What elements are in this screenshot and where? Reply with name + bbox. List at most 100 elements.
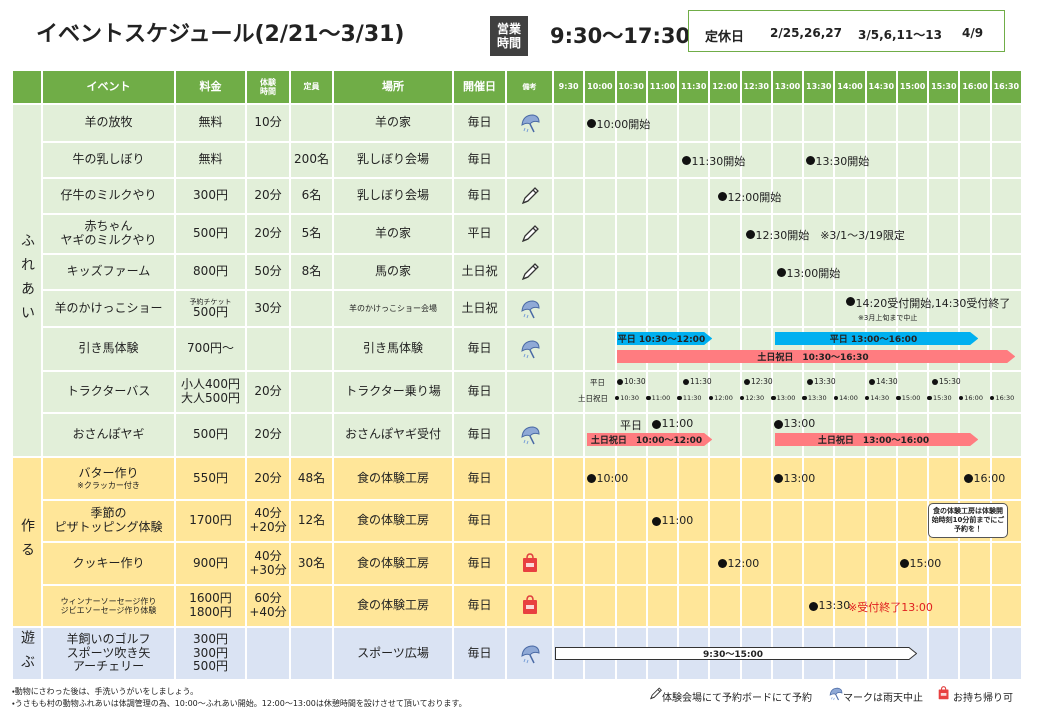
icon-part bbox=[650, 689, 661, 700]
cell-line: 300円 bbox=[193, 645, 228, 660]
closed-date: 4/9 bbox=[962, 26, 984, 40]
time-header: 11:30 bbox=[678, 70, 710, 104]
time-cell bbox=[553, 290, 585, 327]
schedule-dot bbox=[651, 516, 661, 526]
schedule-time: 10:30 bbox=[624, 377, 646, 387]
cell-line: 開催日 bbox=[463, 79, 496, 93]
column-header: 体験 時間 bbox=[246, 70, 290, 104]
time-cell bbox=[553, 104, 585, 142]
schedule-dot bbox=[745, 229, 755, 239]
schedule-dot bbox=[771, 395, 776, 401]
cell-event: 引き馬体験 bbox=[42, 327, 175, 371]
cell-fee: 900円 bbox=[175, 542, 246, 585]
cell-line: ※クラッカー付き bbox=[77, 480, 140, 490]
cell-place: 引き馬体験 bbox=[333, 327, 453, 371]
timetable-label: 平日 bbox=[590, 378, 605, 387]
hours-label-box: 営業 時間 bbox=[490, 16, 528, 56]
schedule-dot bbox=[805, 155, 815, 165]
cell-days: 毎日 bbox=[453, 142, 506, 178]
cell-event: キッズファーム bbox=[42, 254, 175, 290]
time-cell bbox=[553, 327, 585, 371]
schedule-dot bbox=[683, 379, 689, 385]
time-cell bbox=[709, 413, 741, 457]
cell-days: 毎日 bbox=[453, 104, 506, 142]
cell-line: 40分 bbox=[254, 506, 282, 521]
schedule-dot bbox=[864, 395, 870, 401]
time-cell bbox=[896, 371, 929, 413]
time-cell bbox=[959, 371, 991, 413]
time-cell bbox=[709, 500, 741, 542]
schedule-time: 14:20受付開始,14:30受付終了 bbox=[855, 296, 1011, 310]
section-label: 作る bbox=[12, 457, 42, 627]
icon-part bbox=[521, 225, 539, 243]
schedule-time: 15:00 bbox=[909, 556, 942, 570]
cell-capacity bbox=[290, 104, 333, 142]
icon-part bbox=[526, 595, 534, 601]
cell-fee: 無料 bbox=[175, 142, 246, 178]
schedule-time: 13:30開始 bbox=[815, 155, 870, 169]
cell-duration: 60分 +40分 bbox=[246, 585, 290, 627]
cell-duration: 20分 bbox=[246, 371, 290, 413]
time-header: 14:30 bbox=[865, 70, 897, 104]
cell-event: トラクターバス bbox=[42, 371, 175, 413]
time-cell bbox=[553, 214, 585, 254]
cell-fee: 1600円 1800円 bbox=[175, 585, 246, 627]
schedule-dot bbox=[808, 601, 818, 611]
note-icon bbox=[522, 595, 538, 615]
schedule-dot bbox=[869, 379, 875, 385]
time-cell bbox=[896, 500, 929, 542]
cell-duration: 20分 bbox=[246, 457, 290, 500]
schedule-time: 10:30 bbox=[620, 393, 640, 402]
bar-shape bbox=[617, 332, 712, 345]
icon-part bbox=[521, 187, 539, 205]
column-header: イベント bbox=[42, 70, 175, 104]
cell-line: 赤ちゃん bbox=[84, 219, 133, 234]
note-icon bbox=[519, 112, 541, 134]
time-cell bbox=[615, 214, 647, 254]
time-cell bbox=[771, 178, 804, 214]
icon-part bbox=[529, 309, 535, 318]
icon-part bbox=[522, 265, 537, 280]
time-cell bbox=[865, 457, 897, 500]
schedule-time: 12:30開始 ※3/1～3/19限定 bbox=[755, 229, 905, 243]
time-cell bbox=[896, 457, 929, 500]
time-cell bbox=[771, 371, 804, 413]
schedule-time: 12:00 bbox=[714, 393, 733, 402]
time-cell bbox=[553, 254, 585, 290]
bar-shape bbox=[587, 433, 712, 446]
note-icon bbox=[522, 552, 538, 573]
closed-date: 2/25,26,27 bbox=[770, 26, 842, 40]
icon-part bbox=[521, 114, 540, 133]
schedule-time: 11:30開始 bbox=[691, 155, 746, 169]
time-cell bbox=[865, 214, 897, 254]
schedule-dot bbox=[896, 395, 901, 401]
time-cell bbox=[834, 214, 866, 254]
time-cell bbox=[865, 542, 897, 585]
time-cell bbox=[834, 142, 866, 178]
time-cell bbox=[834, 542, 866, 585]
time-cell bbox=[646, 290, 679, 327]
time-cell bbox=[709, 214, 741, 254]
schedule-dot bbox=[932, 379, 938, 385]
note-icon bbox=[519, 338, 541, 360]
cell-days: 毎日 bbox=[453, 457, 506, 500]
schedule-dot bbox=[744, 379, 750, 385]
cell-days: 平日 bbox=[453, 214, 506, 254]
time-cell bbox=[959, 142, 991, 178]
time-header: 13:00 bbox=[771, 70, 804, 104]
time-cell bbox=[959, 542, 991, 585]
icon-part bbox=[521, 340, 540, 359]
time-cell bbox=[928, 542, 960, 585]
cell-line: 時間 bbox=[260, 87, 276, 96]
time-cell bbox=[771, 142, 804, 178]
column-header: 場所 bbox=[333, 70, 453, 104]
time-cell bbox=[615, 371, 647, 413]
time-cell bbox=[740, 327, 772, 371]
time-cell bbox=[865, 254, 897, 290]
time-cell bbox=[584, 178, 616, 214]
bar bbox=[775, 433, 978, 446]
cell-duration: 20分 bbox=[246, 413, 290, 457]
cell-capacity: 8名 bbox=[290, 254, 333, 290]
time-cell bbox=[896, 585, 929, 627]
cell-place: トラクター乗り場 bbox=[333, 371, 453, 413]
